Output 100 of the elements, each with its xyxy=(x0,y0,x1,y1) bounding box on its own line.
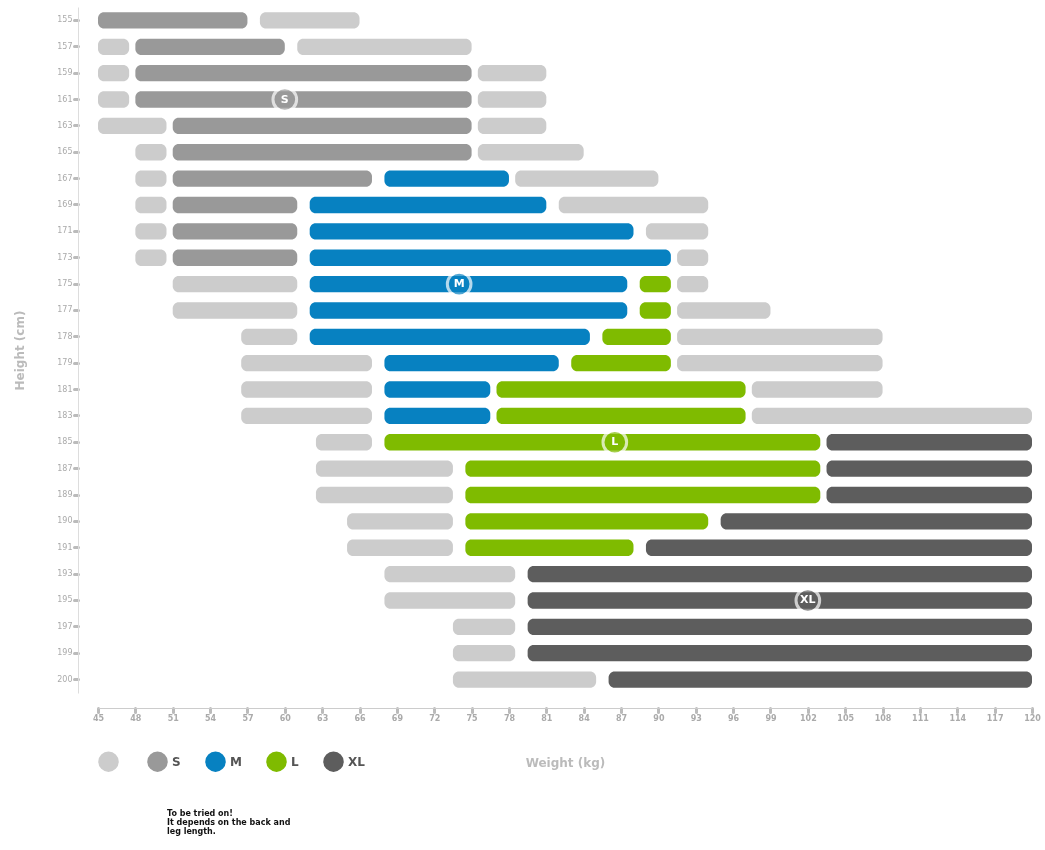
x-tick-label: 102 xyxy=(799,713,817,723)
bar xyxy=(496,407,746,425)
annotation: S xyxy=(280,92,289,106)
y-tick-label: 200 xyxy=(57,674,73,684)
bar xyxy=(452,645,516,662)
x-tick-label: 69 xyxy=(391,713,404,723)
bar xyxy=(297,38,472,55)
bar xyxy=(677,275,709,293)
x-tick-label: 57 xyxy=(242,713,254,723)
legend-label: S xyxy=(172,754,181,769)
bar xyxy=(477,65,547,82)
bar xyxy=(677,302,771,319)
y-tick-label: 181 xyxy=(57,384,73,394)
bar xyxy=(172,170,372,187)
bar xyxy=(241,407,372,425)
bar xyxy=(452,618,516,635)
bar xyxy=(571,355,671,372)
bar xyxy=(98,117,167,135)
x-tick-label: 114 xyxy=(949,713,967,723)
bar xyxy=(172,196,298,214)
bar xyxy=(309,302,628,319)
bar xyxy=(347,513,453,530)
y-axis-title: Height (cm) xyxy=(13,310,28,391)
bar xyxy=(645,223,709,240)
legend-label: XL xyxy=(348,754,366,769)
x-tick-label: 111 xyxy=(912,713,930,723)
x-tick-label: 96 xyxy=(728,713,740,723)
bar xyxy=(309,249,671,266)
bar xyxy=(98,38,130,55)
x-tick-label: 60 xyxy=(279,713,292,723)
bar xyxy=(677,355,883,372)
bar xyxy=(645,539,1032,556)
y-tick-label: 191 xyxy=(57,542,73,552)
bar xyxy=(172,249,298,266)
bar xyxy=(172,117,472,135)
x-tick-label: 87 xyxy=(615,713,628,723)
bar xyxy=(477,91,547,108)
bar xyxy=(384,592,516,609)
bar xyxy=(751,407,1032,425)
bar xyxy=(496,381,746,398)
bar xyxy=(241,381,372,398)
y-tick-label: 175 xyxy=(57,279,73,289)
legend-label: M xyxy=(230,754,242,769)
bar xyxy=(465,539,634,556)
bar xyxy=(527,565,1032,583)
x-tick-label: 54 xyxy=(205,713,217,723)
bar xyxy=(826,434,1032,451)
bar xyxy=(135,38,285,55)
bar xyxy=(172,275,298,293)
bar xyxy=(751,381,883,398)
x-tick-label: 78 xyxy=(503,713,516,723)
y-tick-label: 179 xyxy=(57,358,73,368)
bar xyxy=(98,12,248,29)
y-tick-label: 185 xyxy=(57,437,73,447)
y-tick-label: 199 xyxy=(57,648,73,658)
y-tick-label: 189 xyxy=(57,490,73,499)
bar xyxy=(315,434,372,451)
x-tick-label: 99 xyxy=(765,713,777,723)
bar xyxy=(315,460,453,477)
x-tick-label: 90 xyxy=(653,713,665,723)
bar xyxy=(465,486,821,504)
bar xyxy=(384,170,509,187)
annotation: M xyxy=(453,277,465,291)
y-tick-label: 157 xyxy=(57,41,73,51)
bar xyxy=(465,460,821,477)
bar xyxy=(384,381,491,398)
bar xyxy=(259,12,360,29)
bar xyxy=(527,618,1032,635)
y-tick-label: 159 xyxy=(57,68,73,78)
x-tick-label: 63 xyxy=(317,713,329,723)
bar xyxy=(826,460,1032,477)
bar xyxy=(347,539,453,556)
bar xyxy=(720,513,1032,530)
bar xyxy=(677,328,883,345)
bar xyxy=(527,645,1032,662)
bar xyxy=(315,486,453,504)
bar xyxy=(558,196,709,214)
bar xyxy=(384,407,491,425)
bar xyxy=(135,170,167,187)
y-tick-label: 183 xyxy=(57,410,73,420)
y-tick-label: 195 xyxy=(57,595,73,605)
x-tick-label: 120 xyxy=(1024,713,1042,723)
x-tick-label: 51 xyxy=(167,713,180,723)
bar xyxy=(241,328,298,345)
y-tick-label: 161 xyxy=(57,94,73,104)
bar xyxy=(172,223,298,240)
x-tick-label: 108 xyxy=(874,713,892,723)
x-tick-label: 81 xyxy=(541,713,553,723)
y-tick-label: 197 xyxy=(57,621,73,631)
y-tick-label: 167 xyxy=(57,173,73,183)
x-tick-label: 93 xyxy=(690,713,702,723)
bar xyxy=(98,91,130,108)
bar xyxy=(384,565,516,583)
bar xyxy=(135,65,472,82)
annotation: XL xyxy=(800,593,816,607)
y-tick-label: 165 xyxy=(57,147,73,157)
x-tick-label: 45 xyxy=(92,713,105,723)
bar xyxy=(172,144,472,161)
bar xyxy=(826,486,1032,504)
y-tick-label: 177 xyxy=(57,305,73,315)
